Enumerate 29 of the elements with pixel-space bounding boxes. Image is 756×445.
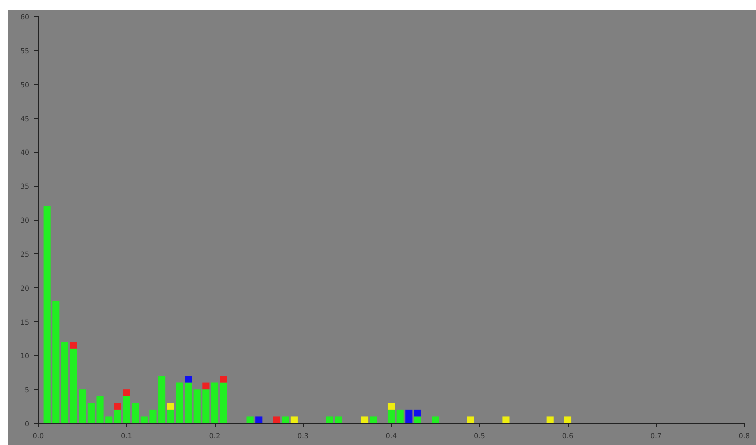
bar: [202, 382, 210, 390]
bar: [414, 410, 422, 417]
bar: [184, 382, 192, 424]
bar: [396, 410, 404, 424]
bar: [184, 376, 192, 383]
bar: [220, 376, 228, 383]
bar: [388, 410, 396, 424]
bar: [220, 382, 228, 424]
bar: [502, 416, 510, 424]
bar: [388, 403, 396, 410]
bar: [273, 416, 280, 424]
bar: [61, 342, 69, 424]
bar: [290, 416, 298, 424]
bar: [282, 416, 290, 424]
bar: [256, 416, 263, 424]
bar: [414, 416, 422, 424]
bar: [70, 342, 78, 349]
bar: [370, 416, 378, 424]
bar: [123, 390, 130, 396]
bar: [167, 403, 174, 410]
bar: [211, 382, 219, 424]
bar: [246, 416, 254, 424]
bar: [406, 410, 413, 424]
bar: [361, 416, 369, 424]
bar: [114, 403, 122, 410]
bar: [546, 416, 554, 424]
bar: [467, 416, 474, 424]
bar: [432, 416, 440, 424]
bar: [564, 416, 572, 424]
